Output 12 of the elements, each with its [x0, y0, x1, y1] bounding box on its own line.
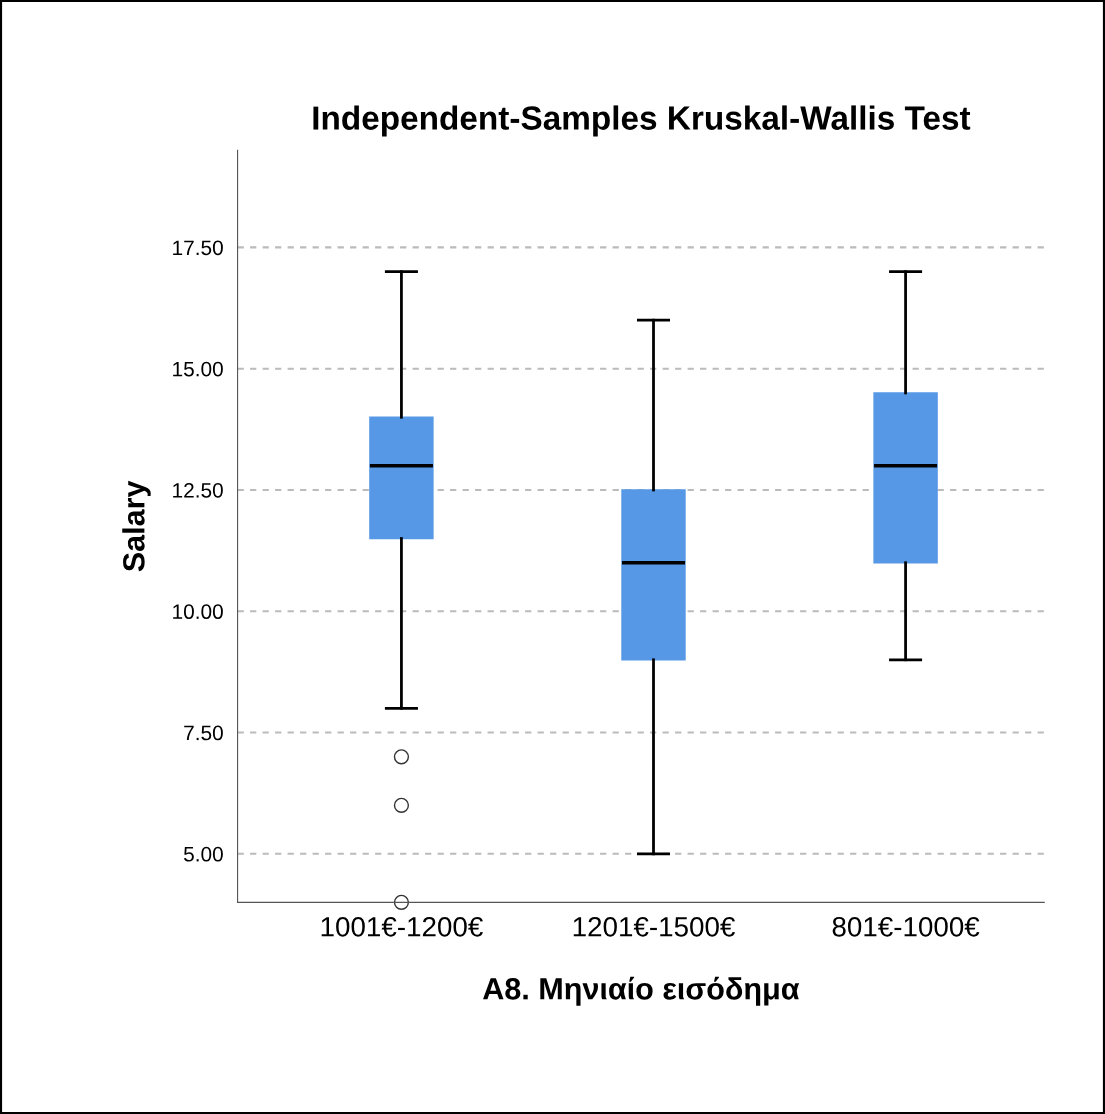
- x-axis-title: A8. Μηνιαίο εισόδημα: [483, 976, 800, 1006]
- chart-title: Independent-Samples Kruskal-Wallis Test: [313, 105, 971, 137]
- y-tick-label: 15.00: [173, 361, 223, 377]
- x-tick-label: 1201€-1500€: [573, 916, 735, 937]
- y-tick-label: 7.50: [184, 725, 223, 741]
- y-tick-label: 12.50: [173, 482, 223, 498]
- y-tick-label: 5.00: [183, 846, 223, 862]
- x-tick-label: 1001€-1200€: [321, 916, 483, 937]
- x-tick-label: 801€-1000€: [832, 916, 980, 937]
- y-axis-title: Salary: [122, 480, 151, 572]
- y-tick-label: 17.50: [173, 240, 223, 256]
- y-tick-label: 10.00: [173, 604, 223, 620]
